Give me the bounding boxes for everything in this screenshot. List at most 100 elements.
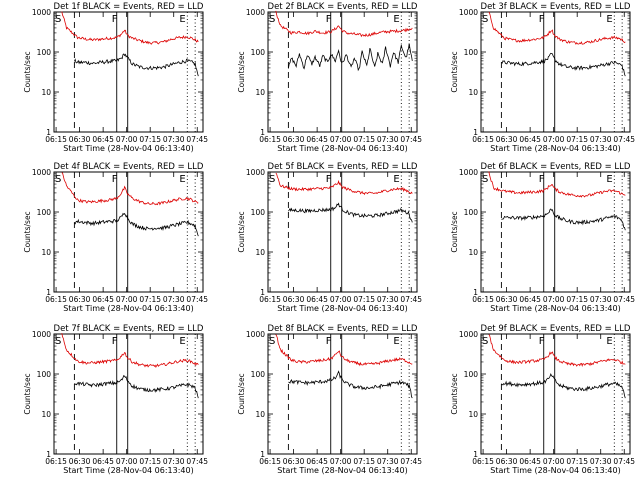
series-line-events	[288, 370, 413, 399]
y-tick-label: 1000	[459, 8, 478, 17]
panel-title: Det 5f BLACK = Events, RED = LLD	[268, 162, 418, 172]
x-tick-label: 06:15	[45, 135, 67, 144]
y-tick-label: 1000	[459, 168, 478, 177]
y-tick-label: 10	[41, 88, 51, 97]
x-tick-label: 07:30	[377, 457, 399, 466]
y-tick-label: 1000	[32, 330, 51, 339]
x-tick-label: 07:30	[163, 295, 185, 304]
plot-frame	[267, 11, 418, 133]
series-line-events	[501, 373, 626, 399]
y-axis-label: Counts/sec	[23, 211, 32, 252]
x-tick-label: 06:15	[259, 295, 281, 304]
x-tick-label: 07:45	[400, 457, 422, 466]
x-tick-label: 06:30	[496, 135, 518, 144]
x-tick-label: 07:15	[566, 135, 588, 144]
x-tick-label: 07:15	[139, 295, 161, 304]
flare-marker-label: F	[326, 14, 332, 25]
series-line-events	[74, 212, 199, 237]
y-tick-label: 100	[464, 370, 479, 379]
y-tick-label: 1000	[32, 168, 51, 177]
y-tick-label: 1	[260, 450, 265, 459]
x-axis-label: Start Time (28-Nov-04 06:13:40)	[277, 466, 407, 475]
plot-frame	[53, 333, 204, 455]
y-tick-label: 1000	[32, 8, 51, 17]
y-axis-label: Counts/sec	[450, 373, 459, 414]
start-marker-label: S	[482, 14, 488, 25]
x-axis-label: Start Time (28-Nov-04 06:13:40)	[63, 304, 193, 313]
y-tick-label: 10	[41, 248, 51, 257]
series-line-lld	[275, 10, 413, 38]
x-tick-label: 06:15	[472, 135, 494, 144]
x-tick-label: 07:45	[186, 295, 208, 304]
start-marker-label: S	[482, 174, 488, 185]
start-marker-label: S	[269, 336, 275, 347]
y-tick-label: 1	[46, 288, 51, 297]
start-marker-label: S	[269, 14, 275, 25]
end-marker-label: E	[393, 174, 399, 185]
x-tick-label: 07:00	[116, 457, 138, 466]
x-tick-label: 07:30	[377, 135, 399, 144]
y-tick-label: 1	[260, 288, 265, 297]
y-tick-label: 10	[41, 410, 51, 419]
x-tick-label: 07:00	[116, 135, 138, 144]
x-tick-label: 06:45	[306, 457, 328, 466]
panel-title: Det 7f BLACK = Events, RED = LLD	[54, 324, 204, 334]
x-tick-label: 06:30	[283, 295, 305, 304]
panel-title: Det 8f BLACK = Events, RED = LLD	[268, 324, 418, 334]
x-tick-label: 06:45	[519, 295, 541, 304]
plot-frame	[480, 333, 631, 455]
series-line-events	[74, 53, 199, 77]
panel-det8f: Det 8f BLACK = Events, RED = LLD 1 10 100 10…	[237, 324, 422, 475]
x-tick-label: 06:30	[69, 457, 91, 466]
plot-frame	[53, 11, 204, 133]
x-tick-label: 06:45	[92, 135, 114, 144]
x-tick-label: 06:45	[519, 457, 541, 466]
x-tick-label: 07:00	[330, 457, 352, 466]
flare-marker-label: F	[539, 14, 545, 25]
x-tick-label: 07:30	[590, 135, 612, 144]
end-marker-label: E	[179, 14, 185, 25]
start-marker-label: S	[269, 174, 275, 185]
x-tick-label: 07:15	[353, 135, 375, 144]
y-tick-label: 10	[255, 410, 265, 419]
y-tick-label: 100	[251, 208, 266, 217]
series-line-events	[288, 43, 413, 72]
panel-title: Det 4f BLACK = Events, RED = LLD	[54, 162, 204, 172]
x-tick-label: 07:30	[163, 457, 185, 466]
flare-marker-label: F	[112, 336, 118, 347]
start-marker-label: S	[55, 14, 61, 25]
series-line-lld	[275, 172, 413, 196]
x-tick-label: 06:45	[92, 457, 114, 466]
y-tick-label: 100	[464, 48, 479, 57]
x-axis-label: Start Time (28-Nov-04 06:13:40)	[277, 144, 407, 153]
y-axis-label: Counts/sec	[23, 373, 32, 414]
x-tick-label: 06:30	[69, 135, 91, 144]
y-tick-label: 1000	[459, 330, 478, 339]
start-marker-label: S	[55, 174, 61, 185]
x-axis-label: Start Time (28-Nov-04 06:13:40)	[63, 144, 193, 153]
x-tick-label: 07:45	[186, 457, 208, 466]
x-axis-label: Start Time (28-Nov-04 06:13:40)	[277, 304, 407, 313]
end-marker-label: E	[179, 336, 185, 347]
panel-det9f: Det 9f BLACK = Events, RED = LLD 1 10 100 10…	[450, 324, 635, 475]
end-marker-label: E	[606, 336, 612, 347]
x-tick-label: 06:30	[283, 135, 305, 144]
start-marker-label: S	[55, 336, 61, 347]
plot-frame	[267, 333, 418, 455]
panel-det7f: Det 7f BLACK = Events, RED = LLD 1 10 100 10…	[23, 324, 208, 475]
end-marker-label: E	[606, 174, 612, 185]
x-tick-label: 07:15	[566, 457, 588, 466]
y-tick-label: 100	[464, 208, 479, 217]
end-marker-label: E	[179, 174, 185, 185]
panel-det6f: Det 6f BLACK = Events, RED = LLD 1 10 100 10…	[450, 162, 635, 313]
flare-marker-label: F	[112, 14, 118, 25]
series-line-lld	[275, 334, 413, 367]
x-tick-label: 07:45	[186, 135, 208, 144]
series-line-lld	[488, 334, 626, 368]
x-tick-label: 07:15	[353, 457, 375, 466]
series-line-lld	[488, 171, 626, 198]
x-tick-label: 07:45	[400, 295, 422, 304]
plot-frame	[480, 11, 631, 133]
flare-marker-label: F	[326, 336, 332, 347]
panel-title: Det 1f BLACK = Events, RED = LLD	[54, 2, 204, 12]
